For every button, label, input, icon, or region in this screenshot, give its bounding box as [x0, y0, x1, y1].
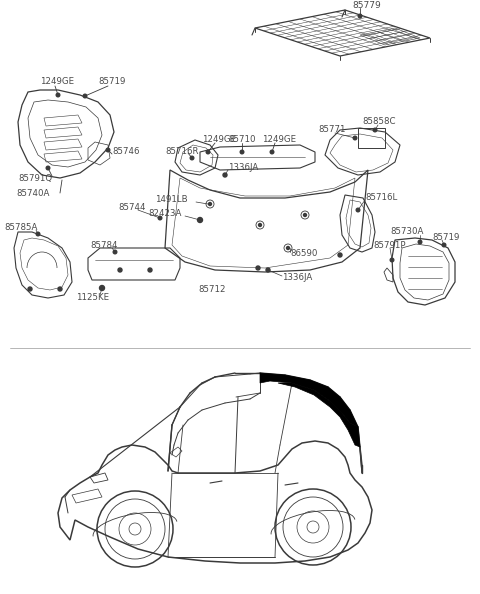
Circle shape [190, 156, 194, 160]
Circle shape [158, 216, 162, 220]
Circle shape [266, 268, 270, 272]
Text: 1125KE: 1125KE [76, 293, 109, 302]
Circle shape [223, 173, 227, 177]
Text: 85740A: 85740A [16, 188, 49, 197]
Circle shape [338, 253, 342, 257]
Circle shape [118, 268, 122, 272]
Text: 82423A: 82423A [148, 210, 181, 219]
Circle shape [58, 287, 62, 291]
Circle shape [106, 148, 110, 152]
Circle shape [36, 232, 40, 236]
Text: 85716L: 85716L [365, 194, 397, 203]
Polygon shape [260, 373, 358, 427]
Circle shape [287, 247, 289, 249]
Text: 85771: 85771 [318, 125, 346, 134]
Circle shape [46, 166, 50, 170]
Circle shape [240, 150, 244, 154]
Text: 1249GE: 1249GE [262, 135, 296, 144]
Circle shape [113, 250, 117, 254]
Circle shape [373, 128, 377, 132]
Circle shape [197, 217, 203, 223]
Circle shape [148, 268, 152, 272]
Circle shape [353, 136, 357, 140]
Text: 85785A: 85785A [4, 223, 37, 232]
Text: 1249GE: 1249GE [202, 135, 236, 144]
Text: 85779: 85779 [352, 2, 381, 11]
Circle shape [83, 94, 87, 98]
Text: 85784: 85784 [90, 242, 118, 251]
Text: 1336JA: 1336JA [282, 273, 312, 283]
Circle shape [256, 266, 260, 270]
Circle shape [303, 213, 307, 216]
Text: 85730A: 85730A [390, 228, 423, 236]
Text: 85719: 85719 [98, 77, 125, 87]
Circle shape [358, 14, 362, 18]
Circle shape [99, 286, 105, 290]
Text: 85716R: 85716R [165, 147, 199, 156]
Text: 85710: 85710 [228, 135, 255, 144]
Circle shape [356, 208, 360, 212]
Text: 85719: 85719 [432, 233, 459, 242]
Text: 85746: 85746 [112, 147, 140, 156]
Circle shape [56, 93, 60, 97]
Circle shape [270, 150, 274, 154]
Text: 86590: 86590 [290, 249, 317, 258]
Polygon shape [278, 383, 360, 447]
Circle shape [28, 287, 32, 291]
Text: 85791Q: 85791Q [18, 173, 52, 182]
Text: 85858C: 85858C [362, 118, 396, 127]
Circle shape [259, 223, 262, 226]
Text: 1249GE: 1249GE [40, 77, 74, 87]
Text: 1336JA: 1336JA [228, 163, 258, 172]
Text: 1491LB: 1491LB [155, 195, 188, 204]
Circle shape [208, 203, 212, 206]
Text: 85791P: 85791P [373, 242, 406, 251]
Circle shape [390, 258, 394, 262]
Text: 85744: 85744 [118, 204, 145, 213]
Circle shape [442, 243, 446, 247]
Circle shape [418, 240, 422, 244]
Circle shape [206, 150, 210, 154]
Text: 85712: 85712 [198, 286, 226, 295]
